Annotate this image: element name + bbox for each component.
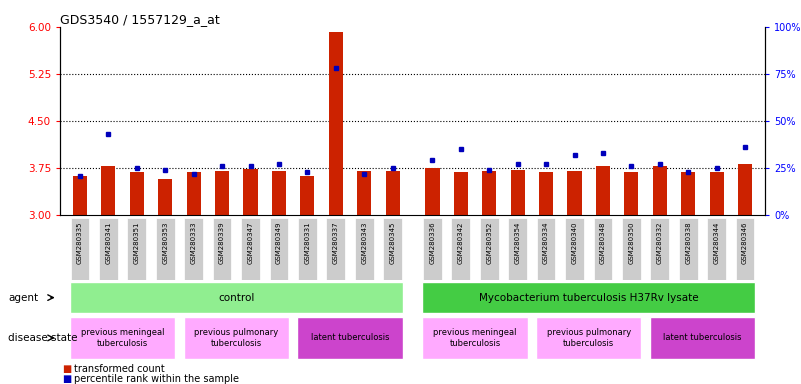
Text: ■: ■ bbox=[62, 364, 72, 374]
Text: GSM280351: GSM280351 bbox=[134, 222, 140, 264]
Bar bbox=[213, 218, 231, 280]
Bar bbox=[596, 166, 610, 215]
Bar bbox=[156, 218, 175, 280]
Text: agent: agent bbox=[8, 293, 38, 303]
Text: GSM280354: GSM280354 bbox=[515, 222, 521, 264]
Bar bbox=[653, 166, 667, 215]
Bar bbox=[735, 218, 755, 280]
Bar bbox=[184, 218, 203, 280]
Text: percentile rank within the sample: percentile rank within the sample bbox=[74, 374, 239, 384]
Text: GSM280352: GSM280352 bbox=[486, 222, 493, 264]
Bar bbox=[707, 218, 726, 280]
Bar bbox=[158, 179, 172, 215]
Text: GSM280345: GSM280345 bbox=[389, 222, 396, 264]
Bar bbox=[328, 32, 343, 215]
Bar bbox=[738, 164, 752, 215]
Text: GSM280337: GSM280337 bbox=[332, 222, 339, 264]
Text: GSM280333: GSM280333 bbox=[191, 222, 197, 264]
Text: GSM280349: GSM280349 bbox=[276, 222, 282, 264]
Bar bbox=[73, 176, 87, 215]
Text: GSM280341: GSM280341 bbox=[106, 222, 111, 264]
Text: GSM280335: GSM280335 bbox=[77, 222, 83, 264]
Bar bbox=[241, 218, 260, 280]
Bar bbox=[509, 218, 527, 280]
Text: previous pulmonary
tuberculosis: previous pulmonary tuberculosis bbox=[546, 328, 631, 348]
Bar bbox=[423, 218, 442, 280]
Text: GDS3540 / 1557129_a_at: GDS3540 / 1557129_a_at bbox=[60, 13, 219, 26]
Bar bbox=[385, 171, 400, 215]
Bar bbox=[355, 218, 373, 280]
Text: GSM280346: GSM280346 bbox=[742, 222, 748, 264]
Text: GSM280347: GSM280347 bbox=[248, 222, 253, 264]
Bar bbox=[70, 317, 175, 359]
Bar bbox=[624, 172, 638, 215]
Text: GSM280344: GSM280344 bbox=[714, 222, 719, 264]
Text: GSM280336: GSM280336 bbox=[429, 222, 436, 264]
Bar bbox=[510, 170, 525, 215]
Bar bbox=[567, 171, 582, 215]
Bar bbox=[187, 172, 201, 215]
Text: previous meningeal
tuberculosis: previous meningeal tuberculosis bbox=[433, 328, 517, 348]
Text: GSM280343: GSM280343 bbox=[361, 222, 367, 264]
Bar bbox=[99, 218, 118, 280]
Bar bbox=[622, 218, 641, 280]
Bar bbox=[482, 171, 497, 215]
Bar bbox=[326, 218, 345, 280]
Bar bbox=[537, 218, 555, 280]
Bar bbox=[297, 317, 403, 359]
Bar bbox=[536, 317, 642, 359]
Text: GSM280338: GSM280338 bbox=[685, 222, 691, 264]
Bar bbox=[539, 172, 553, 215]
Text: latent tuberculosis: latent tuberculosis bbox=[311, 333, 389, 343]
Bar bbox=[300, 176, 315, 215]
Text: previous pulmonary
tuberculosis: previous pulmonary tuberculosis bbox=[194, 328, 279, 348]
Bar bbox=[681, 172, 695, 215]
Text: latent tuberculosis: latent tuberculosis bbox=[663, 333, 742, 343]
Text: GSM280334: GSM280334 bbox=[543, 222, 549, 264]
Bar bbox=[183, 317, 289, 359]
Bar bbox=[480, 218, 499, 280]
Bar bbox=[425, 168, 440, 215]
Bar bbox=[357, 171, 372, 215]
Text: GSM280331: GSM280331 bbox=[304, 222, 310, 264]
Text: previous meningeal
tuberculosis: previous meningeal tuberculosis bbox=[81, 328, 164, 348]
Bar bbox=[650, 317, 755, 359]
Text: GSM280332: GSM280332 bbox=[657, 222, 662, 264]
Bar bbox=[422, 317, 528, 359]
Text: GSM280350: GSM280350 bbox=[628, 222, 634, 264]
Text: ■: ■ bbox=[62, 374, 72, 384]
Bar bbox=[566, 218, 584, 280]
Bar bbox=[130, 172, 144, 215]
Text: Mycobacterium tuberculosis H37Rv lysate: Mycobacterium tuberculosis H37Rv lysate bbox=[479, 293, 698, 303]
Bar bbox=[452, 218, 470, 280]
Bar bbox=[215, 171, 229, 215]
Bar bbox=[453, 172, 468, 215]
Text: transformed count: transformed count bbox=[74, 364, 164, 374]
Text: GSM280340: GSM280340 bbox=[572, 222, 578, 264]
Bar bbox=[70, 218, 90, 280]
Bar bbox=[422, 282, 755, 313]
Bar bbox=[127, 218, 147, 280]
Bar bbox=[650, 218, 669, 280]
Bar bbox=[383, 218, 402, 280]
Text: GSM280342: GSM280342 bbox=[458, 222, 464, 264]
Bar bbox=[298, 218, 316, 280]
Bar bbox=[678, 218, 698, 280]
Bar bbox=[710, 172, 724, 215]
Text: disease state: disease state bbox=[8, 333, 78, 343]
Bar bbox=[594, 218, 612, 280]
Text: control: control bbox=[218, 293, 255, 303]
Bar bbox=[272, 171, 286, 215]
Text: GSM280339: GSM280339 bbox=[219, 222, 225, 264]
Bar bbox=[101, 166, 115, 215]
Text: GSM280353: GSM280353 bbox=[163, 222, 168, 264]
Bar bbox=[270, 218, 288, 280]
Bar bbox=[70, 282, 403, 313]
Text: GSM280348: GSM280348 bbox=[600, 222, 606, 264]
Bar bbox=[244, 169, 258, 215]
